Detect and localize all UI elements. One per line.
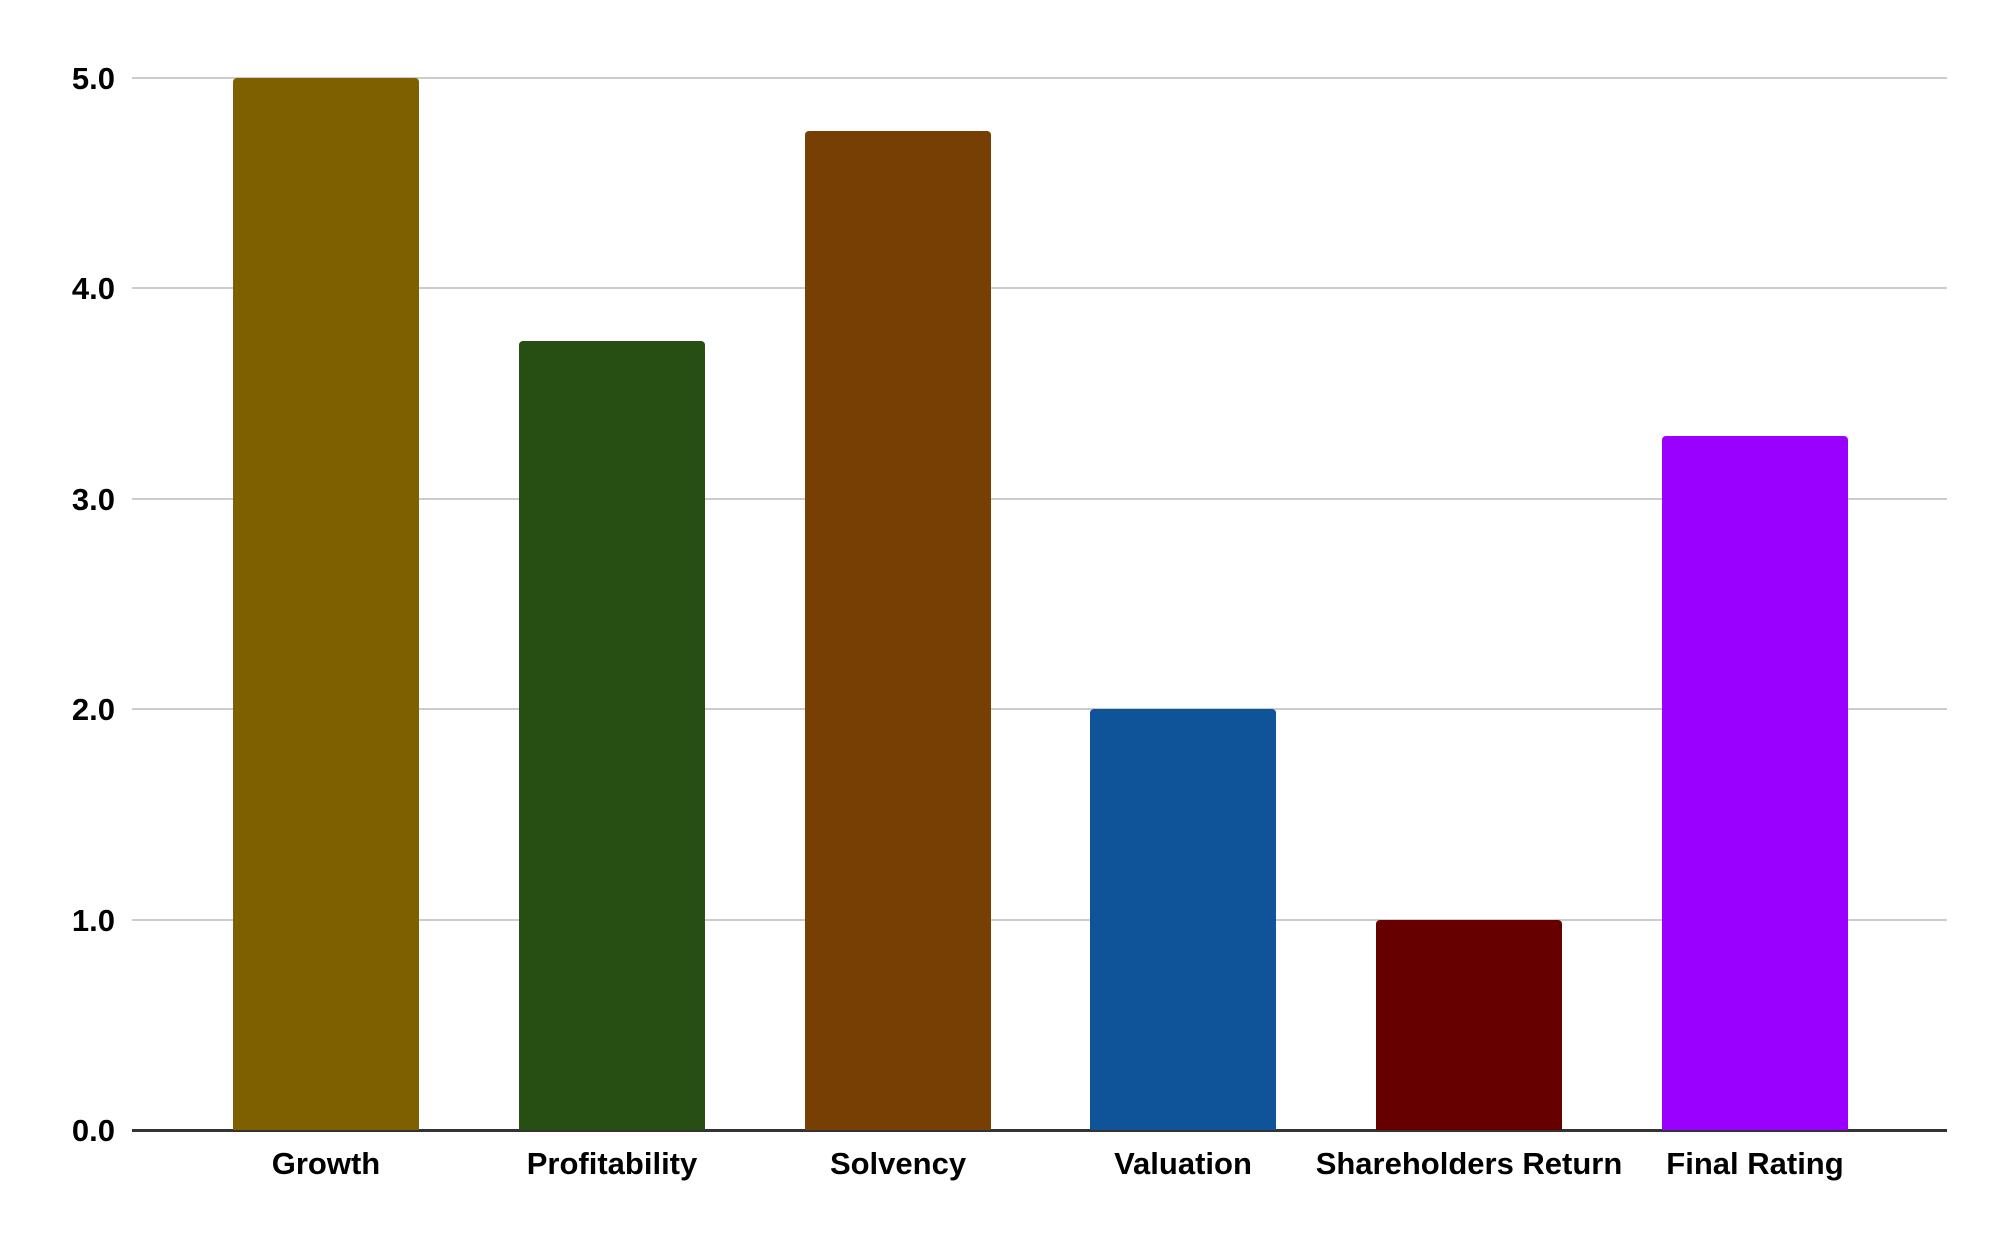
- y-tick-label-1.0: 1.0: [71, 902, 115, 938]
- gridline-3.0: [132, 497, 1947, 500]
- gridline-1.0: [132, 918, 1947, 921]
- y-tick-label-5.0: 5.0: [71, 61, 115, 96]
- bar-solvency: [805, 131, 991, 1130]
- gridline-4.0: [132, 287, 1947, 290]
- x-axis-label-final-rating: Final Rating: [1666, 1146, 1844, 1181]
- bar-profitability: [519, 341, 705, 1130]
- bar-shareholders-return: [1376, 920, 1562, 1130]
- bar-growth: [233, 78, 419, 1130]
- plot-area: [132, 77, 1947, 1132]
- x-axis-label-valuation: Valuation: [1114, 1146, 1252, 1181]
- y-tick-label-2.0: 2.0: [71, 692, 115, 728]
- bar-valuation: [1090, 709, 1276, 1130]
- gridline-2.0: [132, 708, 1947, 711]
- y-tick-label-3.0: 3.0: [71, 481, 115, 517]
- y-tick-label-0.0: 0.0: [71, 1113, 115, 1148]
- gridline-5.0: [132, 77, 1947, 79]
- y-tick-label-4.0: 4.0: [71, 271, 115, 307]
- x-axis-label-profitability: Profitability: [526, 1146, 698, 1181]
- x-axis-label-shareholders-return: Shareholders Return: [1315, 1146, 1623, 1181]
- x-axis-label-solvency: Solvency: [829, 1146, 967, 1181]
- x-axis-baseline: [132, 1129, 1947, 1132]
- bar-final-rating: [1662, 436, 1848, 1130]
- x-axis-label-growth: Growth: [271, 1146, 381, 1181]
